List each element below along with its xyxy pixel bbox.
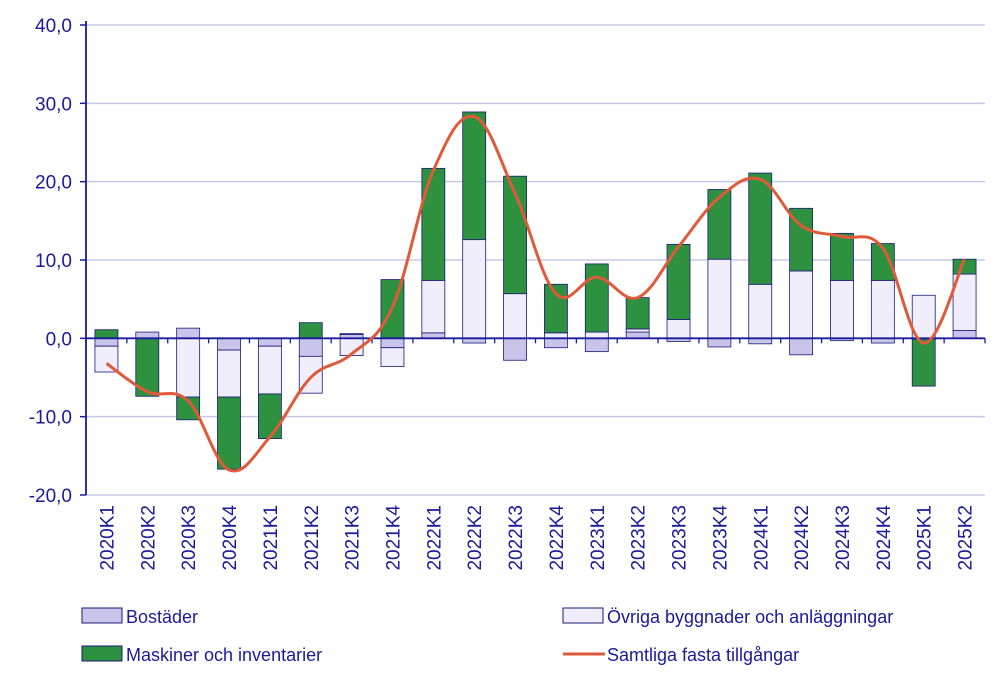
x-tick-label: 2025K1 [915,505,936,571]
bar-segment [748,172,773,285]
bar-segment [94,345,119,373]
x-tick-label: 2021K2 [302,505,323,571]
bar-segment [94,337,119,347]
bar-segment [830,279,854,339]
x-tick-label: 2025K2 [956,505,977,571]
bar-segment [217,337,241,351]
bar-segment [911,338,936,387]
bar-segment [625,297,650,330]
legend-label: Samtliga fasta tillgångar [607,645,799,665]
legend-label: Övriga byggnader och anläggningar [607,607,893,627]
legend-swatch [81,607,123,624]
bar-segment [217,349,241,398]
x-tick-label: 2023K2 [629,505,650,571]
bar-segment [707,337,732,348]
x-tick-label: 2020K2 [138,505,159,571]
bar-segment [298,322,323,339]
bar-segment [870,279,895,339]
x-tick-label: 2022K2 [465,505,486,571]
bar-segment [176,396,201,421]
bar-segment [421,167,446,281]
bar-segment [544,337,568,349]
y-tick-labels: -20,0 -10,0 0,0 10,0 20,0 30,0 40,0 [29,16,72,507]
bar-segment [666,319,691,339]
bar-segment [217,396,241,470]
bar-segment [748,283,773,339]
bar-segment [707,189,732,260]
x-tick-label: 2024K4 [874,505,895,571]
total-line [105,114,966,473]
bar-segment [94,329,119,339]
bars [94,111,977,470]
legend-swatch [562,607,604,624]
bar-segment [789,337,814,356]
bar-segment [503,293,527,339]
axes [80,21,986,496]
x-tick-label: 2022K1 [424,505,445,571]
x-tick-label: 2024K1 [751,505,772,571]
y-tick-label: -10,0 [29,408,72,429]
bar-segment [421,279,446,334]
bar-segment [625,331,650,339]
x-tick-label: 2020K1 [97,505,118,571]
bar-segment [462,111,487,241]
x-tick-label: 2024K3 [833,505,854,571]
bar-segment [625,328,650,333]
bar-segment [830,232,854,281]
bar-segment [380,337,405,349]
bar-segment [257,393,282,440]
y-tick-label: 40,0 [35,16,72,37]
bar-segment [298,337,323,357]
bar-segment [870,243,895,281]
bar-segment [503,337,527,361]
x-tick-label: 2023K1 [588,505,609,571]
x-tick-label: 2023K4 [710,505,731,571]
legend-label: Bostäder [126,607,198,627]
legend: Bostäder Övriga byggnader och anläggninga… [81,607,893,665]
bar-segment [789,270,814,339]
bar-segment [584,263,609,333]
total-line-path [105,114,966,473]
x-tick-label: 2023K3 [670,505,691,571]
bar-segment [257,337,282,347]
bar-segment [176,337,201,398]
y-tick-label: 0,0 [46,329,72,350]
bar-segment [380,347,405,367]
x-tick-label: 2024K2 [792,505,813,571]
y-tick-label: 10,0 [35,251,72,272]
bar-segment [584,331,609,339]
y-tick-label: -20,0 [29,486,72,507]
x-tick-label: 2020K4 [220,505,241,571]
y-tick-label: 30,0 [35,94,72,115]
bar-segment [789,207,814,272]
x-tick-label: 2021K3 [343,505,364,571]
x-tick-label: 2020K3 [179,505,200,571]
legend-swatch [81,645,123,662]
x-tick-labels: 2020K1 2020K2 2020K3 2020K4 2021K1 2021K2 2021… [97,505,976,571]
y-tick-label: 20,0 [35,173,72,194]
x-tick-label: 2022K4 [547,505,568,571]
bar-segment [339,333,364,335]
legend-label: Maskiner och inventarier [126,645,322,665]
bar-segment [952,330,977,339]
bar-segment [462,239,487,339]
bar-segment [135,331,160,339]
x-tick-label: 2021K4 [383,505,404,571]
bar-segment [257,345,282,395]
x-tick-label: 2021K1 [261,505,282,571]
bar-segment [584,337,609,353]
x-tick-label: 2022K3 [506,505,527,571]
bar-segment [707,258,732,339]
bar-segment [176,327,201,339]
